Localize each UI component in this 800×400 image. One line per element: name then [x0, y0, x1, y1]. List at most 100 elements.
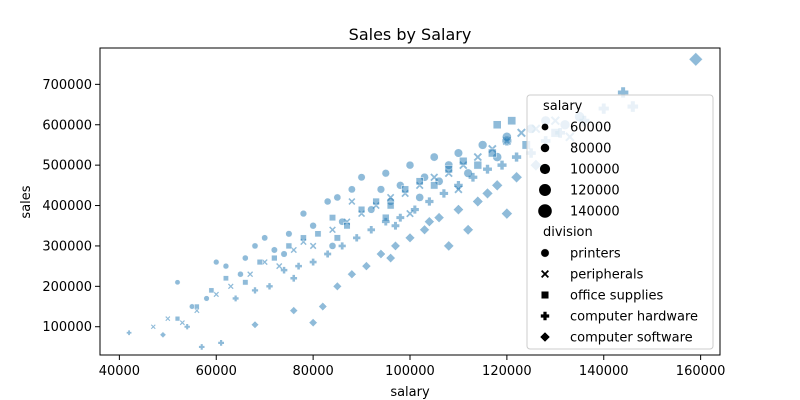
data-point	[492, 120, 502, 130]
data-point	[443, 240, 455, 252]
data-point	[165, 316, 171, 322]
data-point	[227, 283, 234, 290]
data-point	[194, 303, 200, 310]
data-point	[501, 207, 513, 220]
data-point	[347, 185, 356, 194]
data-point	[261, 234, 269, 242]
data-point	[415, 177, 424, 186]
data-point	[223, 275, 229, 282]
legend-box	[526, 94, 714, 350]
data-point	[266, 283, 273, 290]
data-point	[462, 224, 474, 236]
data-point	[410, 205, 419, 214]
y-tick-label: 600000	[42, 118, 92, 133]
data-point	[213, 291, 219, 298]
data-point	[280, 266, 288, 274]
data-point	[488, 148, 497, 158]
legend: salary 60000 80000 100000 120000 140000 divi…	[526, 94, 714, 350]
data-point	[159, 331, 167, 339]
data-point	[333, 234, 341, 242]
data-point	[174, 279, 181, 286]
data-point	[251, 287, 259, 294]
data-point	[309, 222, 317, 230]
data-point	[150, 324, 156, 330]
data-point	[280, 250, 288, 258]
data-point	[314, 230, 322, 238]
data-point	[203, 295, 210, 302]
legend-style-label: computer software	[570, 331, 693, 346]
data-point	[179, 320, 185, 326]
x-tick-label: 160000	[676, 364, 726, 379]
data-point	[507, 116, 517, 126]
data-point	[391, 221, 400, 230]
data-point	[452, 204, 464, 216]
legend-style-marker	[539, 331, 551, 343]
legend-size-marker	[541, 123, 549, 131]
legend-size-label: 120000	[570, 184, 620, 199]
data-point	[511, 152, 522, 162]
data-point	[289, 306, 299, 315]
data-point	[376, 185, 386, 194]
data-point	[184, 324, 190, 330]
data-point	[271, 254, 278, 262]
data-point	[502, 136, 512, 146]
data-point	[396, 213, 405, 222]
data-point	[404, 232, 416, 244]
data-point	[390, 240, 401, 251]
data-point	[256, 259, 263, 266]
data-point	[348, 198, 356, 205]
legend-style-marker	[540, 290, 550, 300]
data-point	[688, 52, 703, 67]
data-point	[290, 246, 297, 254]
x-axis-ticks: 40000 60000 80000 100000 120000 140000 160000	[99, 355, 726, 379]
data-point	[285, 230, 293, 238]
data-point	[386, 201, 395, 210]
y-tick-label: 400000	[42, 199, 92, 214]
legend-style-label: printers	[570, 247, 621, 262]
data-point	[261, 259, 268, 266]
data-point	[347, 269, 357, 279]
data-point	[309, 258, 317, 266]
x-tick-label: 100000	[385, 364, 435, 379]
y-tick-label: 100000	[42, 320, 92, 335]
data-point	[295, 262, 302, 270]
data-point	[473, 152, 482, 162]
y-axis-label: sales	[19, 185, 34, 218]
data-point	[481, 187, 494, 200]
data-point	[617, 87, 629, 98]
data-point	[174, 316, 181, 322]
data-point	[250, 320, 260, 329]
legend-style-marker	[540, 311, 550, 321]
data-point	[237, 270, 244, 278]
legend-size-label: 60000	[570, 121, 611, 136]
data-point	[232, 295, 239, 302]
data-point	[318, 301, 328, 312]
data-point	[198, 344, 205, 350]
legend-style-label: office supplies	[570, 289, 664, 304]
data-point	[497, 160, 507, 170]
data-point	[375, 249, 386, 259]
legend-size-title: salary	[543, 99, 583, 114]
x-tick-label: 120000	[482, 364, 532, 379]
data-point	[189, 303, 196, 310]
data-point	[218, 339, 224, 346]
data-point	[454, 181, 463, 190]
data-point	[516, 128, 526, 138]
x-tick-label: 40000	[99, 364, 140, 379]
data-point	[242, 279, 249, 286]
data-point	[472, 195, 484, 208]
legend-size-label: 140000	[570, 205, 620, 220]
data-point	[444, 165, 453, 174]
x-tick-label: 80000	[292, 364, 333, 379]
data-point	[424, 216, 435, 227]
legend-size-marker	[538, 204, 552, 218]
data-point	[324, 250, 332, 258]
data-point	[429, 152, 439, 162]
data-point	[247, 271, 254, 278]
y-tick-label: 300000	[42, 239, 92, 254]
legend-style-label: computer hardware	[570, 310, 698, 325]
data-point	[459, 156, 468, 166]
data-point	[401, 185, 409, 194]
data-point	[415, 193, 424, 202]
data-point	[425, 197, 434, 206]
